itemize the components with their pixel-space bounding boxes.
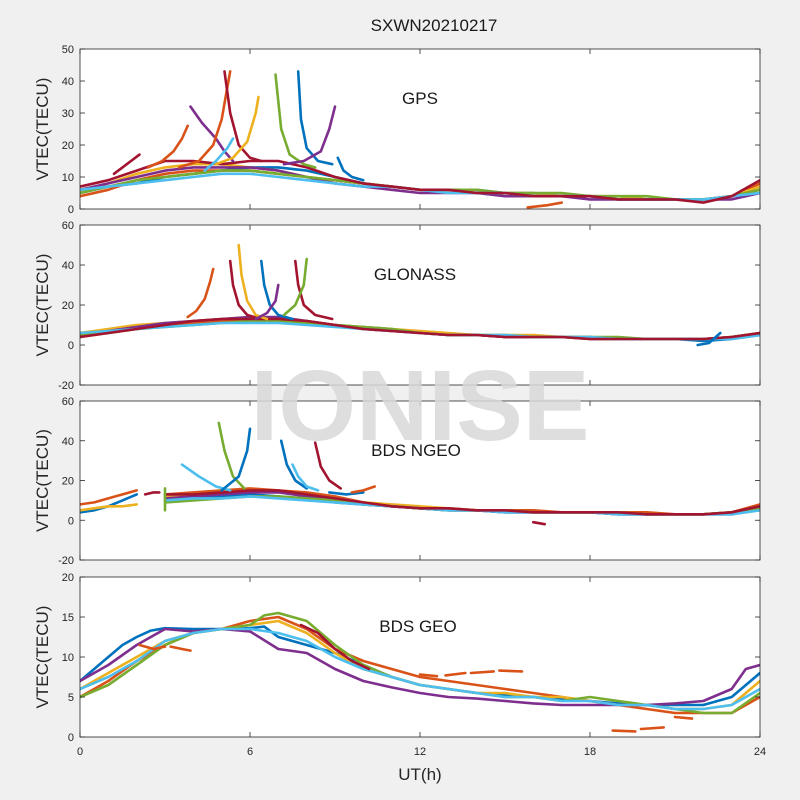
y-tick-label: 15 <box>62 612 74 624</box>
panel-1: -20 0 20 40 60 GLONASS VTEC(TECU) <box>33 220 761 392</box>
watermark: IONISE <box>251 350 590 462</box>
series-group <box>80 611 760 733</box>
y-tick-label: 30 <box>62 108 74 120</box>
series-line-8 <box>418 673 439 678</box>
series-line-11 <box>254 283 280 321</box>
y-tick-label: 50 <box>62 44 74 56</box>
y-tick-label: -20 <box>58 555 74 567</box>
series-line-13 <box>220 427 252 492</box>
series-line-7 <box>169 645 192 652</box>
panel-title: BDS NGEO <box>371 441 461 460</box>
series-line-13 <box>639 726 666 731</box>
series-group <box>80 243 760 347</box>
series-line-2 <box>80 503 138 512</box>
y-tick-label: 0 <box>68 340 74 352</box>
series-line-10 <box>203 137 235 172</box>
x-tick-label: 0 <box>77 746 83 758</box>
series-line-14 <box>274 73 317 169</box>
series-group <box>80 421 760 526</box>
series-line-16 <box>313 441 343 490</box>
series-line-11 <box>497 669 524 673</box>
plot-area <box>80 225 760 385</box>
series-line-12 <box>611 729 637 733</box>
x-axis-label: UT(h) <box>398 765 441 784</box>
y-tick-label: 20 <box>62 140 74 152</box>
y-tick-label: 40 <box>62 260 74 272</box>
series-line-15 <box>296 70 334 166</box>
series-line-12 <box>293 259 334 321</box>
series-line-13 <box>282 257 309 317</box>
series-line-3 <box>80 627 760 707</box>
series-line-8 <box>112 153 141 176</box>
y-tick-label: 60 <box>62 396 74 408</box>
y-axis-label: VTEC(TECU) <box>33 429 52 532</box>
series-line-18 <box>526 201 564 209</box>
y-tick-label: 20 <box>62 572 74 584</box>
series-line-18 <box>350 485 377 494</box>
y-tick-label: -20 <box>58 380 74 392</box>
series-line-5 <box>80 627 760 711</box>
x-tick-label: 18 <box>584 746 596 758</box>
series-line-19 <box>531 520 547 526</box>
series-line-3 <box>143 491 161 496</box>
series-line-10 <box>163 489 760 516</box>
panel-3: 0 5 10 15 20 0 6 12 18 24 BDS GEO VTEC(TECU) UT(h) <box>33 572 766 784</box>
series-line-15 <box>291 463 320 492</box>
series-line-6 <box>80 317 760 341</box>
series-line-12 <box>223 70 263 163</box>
y-tick-label: 20 <box>62 300 74 312</box>
series-line-7 <box>186 267 215 319</box>
panel-title: BDS GEO <box>379 617 456 636</box>
y-tick-label: 0 <box>68 204 74 216</box>
series-line-17 <box>327 491 365 496</box>
panel-0: 0 10 20 30 40 50 GPS VTEC(TECU) <box>33 44 761 216</box>
series-line-14 <box>673 715 694 720</box>
figure-title: SXWN20210217 <box>371 16 498 35</box>
plot-area <box>80 577 760 737</box>
series-line-6 <box>80 159 760 204</box>
y-tick-label: 5 <box>68 692 74 704</box>
series-line-1 <box>80 489 138 506</box>
series-line-14 <box>696 331 722 347</box>
series-line-10 <box>259 259 294 321</box>
y-tick-label: 10 <box>62 652 74 664</box>
series-line-12 <box>217 421 246 490</box>
y-tick-label: 60 <box>62 220 74 232</box>
panel-title: GPS <box>402 89 438 108</box>
panel-2: -20 0 20 40 60 BDS NGEO VTEC(TECU) <box>33 396 761 567</box>
series-line-8 <box>228 259 263 321</box>
series-line-10 <box>469 670 496 675</box>
y-tick-label: 20 <box>62 476 74 488</box>
series-line-14 <box>279 439 309 490</box>
y-axis-label: VTEC(TECU) <box>33 254 52 357</box>
y-tick-label: 40 <box>62 76 74 88</box>
plot-area <box>80 401 760 560</box>
y-axis-label: VTEC(TECU) <box>33 606 52 709</box>
series-line-11 <box>177 70 232 169</box>
series-line-6 <box>138 643 167 651</box>
series-line-9 <box>444 671 467 677</box>
y-tick-label: 40 <box>62 436 74 448</box>
y-tick-label: 0 <box>68 732 74 744</box>
x-tick-label: 6 <box>247 746 253 758</box>
x-tick-label: 24 <box>754 746 766 758</box>
y-tick-label: 10 <box>62 172 74 184</box>
plot-area <box>80 49 760 209</box>
panel-title: GLONASS <box>374 265 456 284</box>
y-axis-label: VTEC(TECU) <box>33 78 52 181</box>
y-tick-label: 0 <box>68 515 74 527</box>
series-line-7 <box>146 124 189 169</box>
x-tick-label: 12 <box>414 746 426 758</box>
series-line-15 <box>299 623 371 671</box>
series-line-17 <box>336 156 365 182</box>
series-group <box>80 70 760 209</box>
series-line-16 <box>282 105 337 166</box>
series-line-13 <box>214 95 260 166</box>
